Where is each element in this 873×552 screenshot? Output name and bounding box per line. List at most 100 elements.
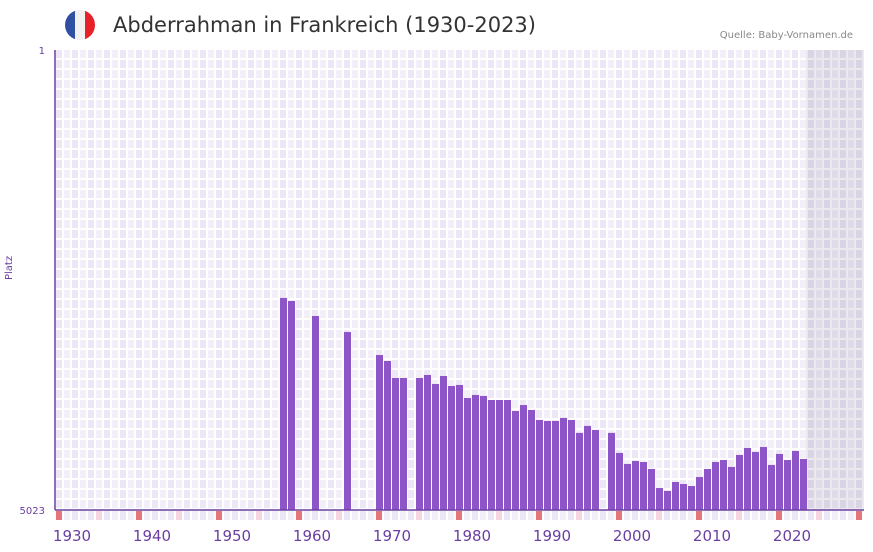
grid-cell (208, 390, 214, 398)
grid-cell (576, 200, 582, 208)
grid-cell (816, 420, 822, 428)
grid-cell (632, 190, 638, 198)
grid-cell (640, 270, 646, 278)
grid-cell (56, 280, 62, 288)
grid-cell (176, 370, 182, 378)
grid-cell (688, 200, 694, 208)
grid-cell (512, 400, 518, 408)
grid-cell (184, 140, 190, 148)
grid-cell (560, 290, 566, 298)
grid-cell (336, 140, 342, 148)
grid-cell (376, 70, 382, 78)
grid-cell (72, 360, 78, 368)
grid-cell (88, 140, 94, 148)
source-link[interactable]: Quelle: Baby-Vornamen.de (719, 30, 853, 41)
grid-cell (544, 70, 550, 78)
grid-cell (336, 280, 342, 288)
grid-cell (848, 210, 854, 218)
grid-cell (368, 270, 374, 278)
grid-cell (240, 160, 246, 168)
grid-cell (608, 330, 614, 338)
grid-cell (824, 330, 830, 338)
grid-cell (776, 390, 782, 398)
grid-cell (776, 240, 782, 248)
grid-cell (528, 270, 534, 278)
grid-cell (112, 140, 118, 148)
grid-cell (704, 450, 710, 458)
grid-cell (720, 450, 726, 458)
grid-cell (88, 250, 94, 258)
grid-cell (336, 440, 342, 448)
grid-cell (480, 270, 486, 278)
grid-cell (448, 370, 454, 378)
grid-cell (272, 160, 278, 168)
grid-cell (288, 100, 294, 108)
grid-cell (256, 270, 262, 278)
grid-cell (240, 230, 246, 238)
grid-cell (640, 70, 646, 78)
grid-cell (224, 460, 230, 468)
grid-cell (280, 250, 286, 258)
grid-cell (800, 170, 806, 178)
grid-cell (768, 360, 774, 368)
grid-cell (576, 80, 582, 88)
grid-cell (792, 180, 798, 188)
grid-cell (120, 350, 126, 358)
grid-cell (328, 290, 334, 298)
grid-cell (688, 390, 694, 398)
grid-cell (256, 200, 262, 208)
grid-cell (216, 290, 222, 298)
grid-cell (824, 50, 830, 58)
grid-cell (104, 170, 110, 178)
grid-cell (664, 290, 670, 298)
grid-cell (208, 470, 214, 478)
grid-cell (496, 180, 502, 188)
grid-cell (224, 80, 230, 88)
grid-cell (240, 100, 246, 108)
grid-cell (248, 70, 254, 78)
grid-cell (352, 360, 358, 368)
grid-cell (752, 260, 758, 268)
grid-cell (352, 150, 358, 158)
grid-cell (80, 490, 86, 498)
grid-cell (400, 60, 406, 68)
grid-cell (128, 310, 134, 318)
grid-cell (664, 240, 670, 248)
grid-cell (232, 310, 238, 318)
grid-cell (704, 390, 710, 398)
grid-cell (256, 100, 262, 108)
grid-cell (672, 160, 678, 168)
grid-cell (80, 430, 86, 438)
grid-cell (584, 130, 590, 138)
grid-cell (808, 290, 814, 298)
grid-cell (408, 160, 414, 168)
grid-cell (800, 180, 806, 188)
grid-cell (224, 480, 230, 488)
grid-cell (816, 500, 822, 508)
grid-cell (336, 160, 342, 168)
grid-cell (792, 160, 798, 168)
grid-cell (160, 420, 166, 428)
grid-cell (168, 380, 174, 388)
grid-cell (352, 100, 358, 108)
year-marker (840, 511, 846, 520)
grid-cell (456, 150, 462, 158)
grid-cell (408, 150, 414, 158)
year-marker (640, 511, 646, 520)
grid-cell (496, 190, 502, 198)
grid-cell (448, 340, 454, 348)
bar-1968 (376, 355, 383, 510)
grid-cell (224, 330, 230, 338)
grid-cell (216, 240, 222, 248)
grid-cell (136, 60, 142, 68)
grid-cell (432, 70, 438, 78)
grid-cell (320, 50, 326, 58)
grid-cell (600, 470, 606, 478)
year-marker (856, 511, 862, 520)
grid-cell (792, 270, 798, 278)
grid-cell (408, 220, 414, 228)
grid-cell (488, 110, 494, 118)
grid-cell (640, 160, 646, 168)
grid-cell (104, 110, 110, 118)
grid-cell (320, 360, 326, 368)
